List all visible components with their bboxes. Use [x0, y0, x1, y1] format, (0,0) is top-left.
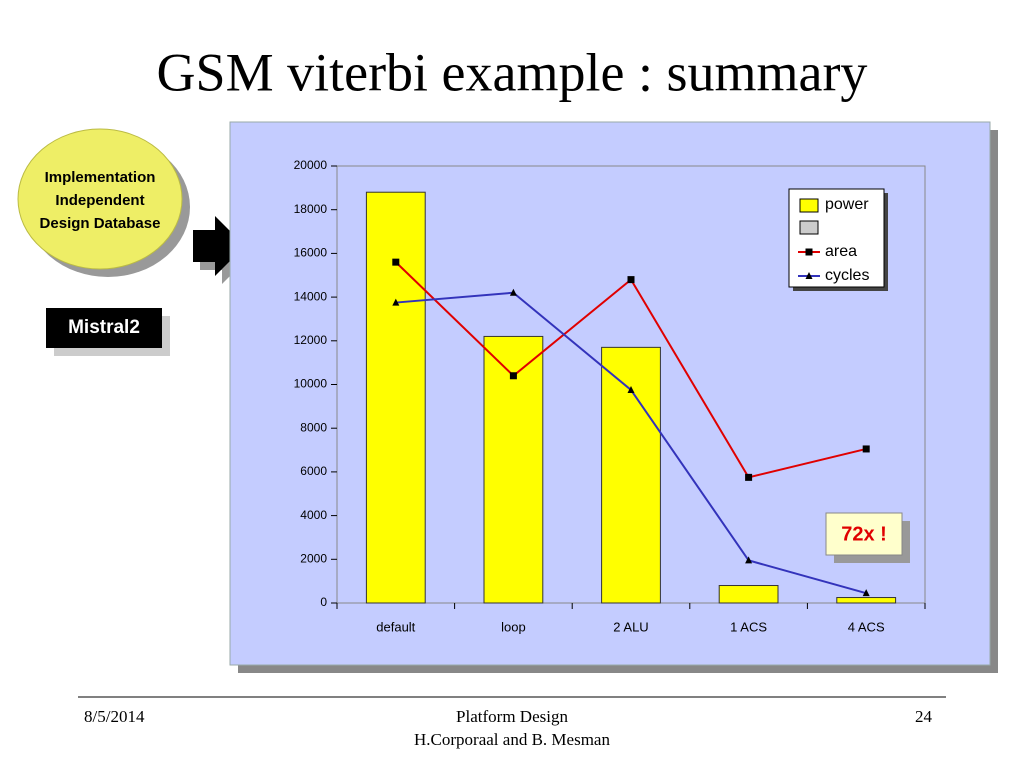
legend-swatch: [799, 198, 819, 213]
page-number: 24: [915, 707, 933, 726]
marker: [627, 385, 635, 393]
footer-text: Platform Design: [456, 707, 568, 726]
footer-text: H.Corporaal and B. Mesman: [414, 730, 610, 749]
x-tick-label: default: [376, 619, 415, 634]
legend-marker: [805, 248, 813, 256]
tool-box: [46, 308, 162, 348]
y-tick-label: 10000: [294, 377, 328, 391]
legend-entries: power area cycles: [798, 196, 869, 284]
marker: [745, 473, 753, 481]
legend-marker: [805, 272, 813, 279]
bar: [601, 346, 661, 604]
annotation: 72x !: [841, 523, 887, 545]
marker: [862, 445, 870, 453]
database-label: Independent: [55, 192, 144, 209]
tool-label: Mistral2: [68, 317, 140, 338]
callout-box: [825, 512, 903, 556]
y-tick-label: 18000: [294, 202, 328, 216]
legend-label: area: [825, 243, 857, 260]
y-tick-label: 14000: [294, 289, 328, 303]
y-tick-label: 20000: [294, 158, 328, 172]
x-tick-label: 4 ACS: [848, 619, 885, 634]
marker: [509, 288, 517, 296]
legend-label: power: [825, 196, 869, 213]
marker: [392, 298, 400, 306]
y-tick-label: 0: [320, 595, 327, 609]
marker: [509, 372, 517, 380]
marker: [745, 556, 753, 564]
y-tick-label: 4000: [300, 508, 327, 522]
database-ellipse: [17, 128, 183, 270]
bar: [365, 191, 426, 604]
marker: [627, 276, 635, 284]
x-tick-label: 1 ACS: [730, 619, 767, 634]
chart: 0 2000 4000 6000 8000 10000 12000 14000 16000 180…: [294, 158, 926, 634]
database-label: Design Database: [40, 215, 161, 232]
y-tick-label: 16000: [294, 246, 328, 260]
footer-date: 8/5/2014: [84, 707, 145, 726]
bar: [483, 335, 544, 604]
arrow: [193, 216, 245, 276]
marker: [862, 589, 870, 597]
y-tick-label: 6000: [300, 464, 327, 478]
bar: [718, 585, 779, 604]
y-tick-label: 2000: [300, 551, 327, 565]
database-label: Implementation: [45, 169, 156, 186]
legend-swatch: [799, 220, 819, 235]
slide-title: GSM viterbi example : summary: [157, 42, 868, 102]
y-tick-label: 8000: [300, 420, 327, 434]
y-tick-label: 12000: [294, 333, 328, 347]
legend-label: cycles: [825, 267, 869, 284]
bar: [836, 597, 897, 604]
x-tick-label: loop: [501, 619, 526, 634]
x-tick-label: 2 ALU: [613, 619, 648, 634]
marker: [392, 258, 400, 266]
